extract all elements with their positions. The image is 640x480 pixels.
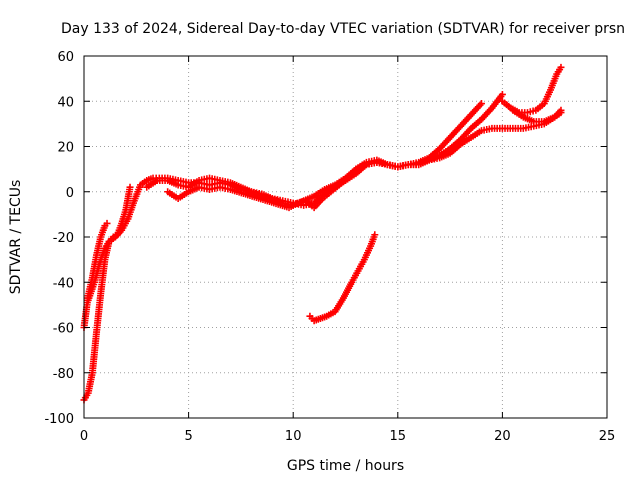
y-tick-label: 40 [57,95,74,110]
data-marks [80,63,565,404]
series-arc-6 [498,63,565,117]
axis-ticks: 0 5 10 15 20 25 60 40 20 0 -20 -40 -60 -80 -100 [44,50,615,444]
data-point [498,90,506,98]
x-tick-label: 5 [184,429,192,444]
grid-lines [84,56,607,418]
data-point [477,100,485,108]
data-point [103,219,111,227]
y-tick-label: 20 [57,141,74,156]
y-tick-label: 60 [57,50,74,65]
chart-title: Day 133 of 2024, Sidereal Day-to-day VTE… [61,21,625,37]
x-tick-label: 15 [390,429,407,444]
x-tick-label: 0 [80,429,88,444]
data-point [557,106,565,114]
y-axis-label: SDTVAR / TECUs [8,180,24,295]
y-tick-label: -40 [53,276,74,291]
y-tick-label: -60 [53,322,74,337]
y-tick-label: -20 [53,231,74,246]
data-point [371,231,379,239]
y-tick-label: 0 [66,186,74,201]
series-arc-7 [509,106,565,126]
x-tick-label: 10 [285,429,302,444]
x-tick-label: 25 [599,429,616,444]
x-axis-label: GPS time / hours [287,458,404,474]
y-tick-label: -80 [53,367,74,382]
y-tick-label: -100 [44,412,74,427]
data-point [557,63,565,71]
data-point [126,183,134,191]
series-arc-5 [164,109,565,212]
x-tick-label: 20 [494,429,511,444]
series-arc-8 [306,231,379,325]
